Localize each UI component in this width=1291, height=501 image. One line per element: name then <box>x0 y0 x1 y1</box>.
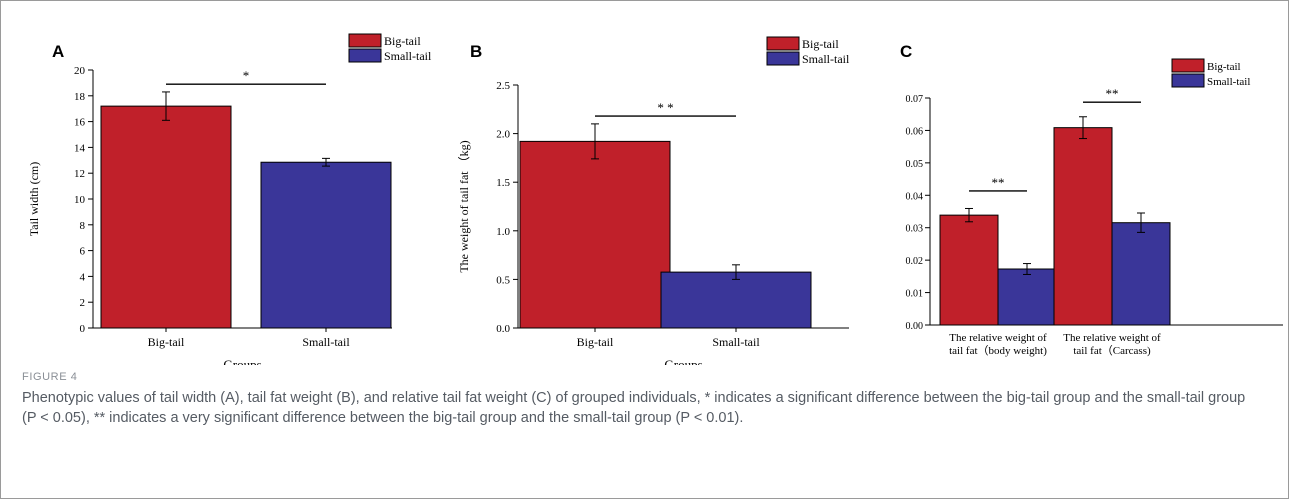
panel-b-y-tick-label-1: 0.5 <box>496 274 510 286</box>
panel-c-letter: C <box>900 42 912 61</box>
panel-b-bar-0 <box>519 140 671 329</box>
figure-caption: Phenotypic values of tail width (A), tai… <box>22 390 1246 426</box>
panel-b-category-label-0: Big-tail <box>577 335 614 349</box>
panel-a-significance-label-0: * <box>243 68 250 83</box>
panel-a-category-label-0: Big-tail <box>148 335 185 349</box>
panel-b-y-tick-label-0: 0.0 <box>496 323 510 335</box>
panel-c-y-tick-label-7: 0.07 <box>906 94 924 105</box>
panel-a-legend-label-1: Small-tail <box>384 49 432 63</box>
panel-c-significance-label-1: ** <box>1106 86 1119 101</box>
panel-b-y-tick-label-3: 1.5 <box>496 177 510 189</box>
panel-a-x-axis-label: Groups <box>223 357 261 365</box>
panel-a-legend-label-0: Big-tail <box>384 34 421 48</box>
panel-b-legend-swatch-0 <box>766 36 800 51</box>
panel-b-legend-label-0: Big-tail <box>802 37 839 51</box>
panel-c-y-tick-label-6: 0.06 <box>906 126 924 137</box>
panel-c-category-label-1-1: tail fat（Carcass) <box>1073 344 1151 357</box>
panel-b-legend-label-1: Small-tail <box>802 52 850 66</box>
panel-a-y-tick-label-7: 14 <box>74 142 86 154</box>
panel-a-y-tick-label-5: 10 <box>74 194 86 206</box>
panel-b-y-tick-label-4: 2.0 <box>496 129 510 141</box>
panel-c-bar-small-tail-1 <box>1111 222 1171 326</box>
panel-a-letter: A <box>52 42 64 61</box>
panel-c-legend-swatch-1 <box>1171 73 1205 88</box>
panel-c-category-label-1-0: The relative weight of <box>1063 332 1161 344</box>
panel-a-y-tick-label-10: 20 <box>74 65 86 77</box>
panel-b-bar-1 <box>660 271 812 329</box>
panel-a-y-axis-label: Tail width (cm) <box>27 162 41 236</box>
panel-c-y-tick-label-5: 0.05 <box>906 159 924 170</box>
panel-c-y-tick-label-1: 0.01 <box>906 289 924 300</box>
panel-a-y-tick-label-0: 0 <box>80 323 86 335</box>
panel-b-legend-swatch-1 <box>766 51 800 66</box>
panel-a-y-tick-label-8: 16 <box>74 117 86 129</box>
panel-c-y-tick-label-0: 0.00 <box>906 321 924 332</box>
panel-a-legend-swatch-0 <box>348 33 382 48</box>
panel-a-y-tick-label-9: 18 <box>74 91 86 103</box>
panel-a-y-tick-label-4: 8 <box>80 220 86 232</box>
panel-c-category-label-0-1: tail fat（body weight) <box>949 344 1047 357</box>
panel-c-category-label-0-0: The relative weight of <box>949 332 1047 344</box>
panel-b-y-tick-label-5: 2.5 <box>496 80 510 92</box>
panel-a-legend-swatch-1 <box>348 48 382 63</box>
panel-b-letter: B <box>470 42 482 61</box>
panel-b-significance-label-0: * * <box>657 100 673 115</box>
panel-c-legend-label-1: Small-tail <box>1207 76 1250 88</box>
panel-c-y-tick-label-2: 0.02 <box>906 256 924 267</box>
panel-c-bar-small-tail-0 <box>997 268 1057 326</box>
panel-c-bar-big-tail-1 <box>1053 127 1113 326</box>
panel-c-y-tick-label-3: 0.03 <box>906 224 924 235</box>
panel-b-x-axis-label: Groups <box>664 357 702 365</box>
panel-c-legend-swatch-0 <box>1171 58 1205 73</box>
panel-a-bar-0 <box>100 105 232 329</box>
panel-a-category-label-1: Small-tail <box>302 335 350 349</box>
panel-b-category-label-1: Small-tail <box>712 335 760 349</box>
panel-c-bar-big-tail-0 <box>939 214 999 326</box>
panel-a-y-tick-label-6: 12 <box>74 168 85 180</box>
panel-b-y-axis-label: The weight of tail fat （kg) <box>457 140 471 272</box>
panel-c-significance-label-0: ** <box>992 175 1005 190</box>
panel-a-bar-1 <box>260 161 392 329</box>
panel-c-legend-label-0: Big-tail <box>1207 61 1241 73</box>
panel-a-y-tick-label-3: 6 <box>80 246 86 258</box>
panel-a-y-tick-label-1: 2 <box>80 297 86 309</box>
figure-label: FIGURE 4 <box>22 371 78 383</box>
panel-a-y-tick-label-2: 4 <box>80 271 86 283</box>
panel-b-y-tick-label-2: 1.0 <box>496 226 510 238</box>
panel-c-y-tick-label-4: 0.04 <box>906 191 924 202</box>
